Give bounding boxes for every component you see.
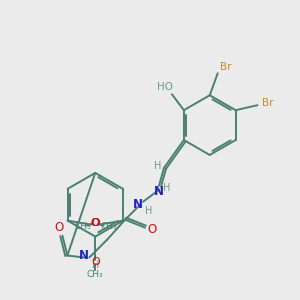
Text: N: N [79,249,89,262]
Text: H: H [145,206,153,216]
Text: O: O [91,218,99,228]
Text: N: N [133,198,143,211]
Text: HO: HO [157,82,173,92]
Text: Br: Br [262,98,273,108]
Text: Br: Br [220,62,231,72]
Text: H: H [92,260,99,271]
Text: O: O [91,218,100,228]
Text: O: O [91,218,99,228]
Text: methoxy: methoxy [78,228,84,229]
Text: CH₃: CH₃ [87,270,104,279]
Text: H: H [163,183,171,193]
Text: CH₃: CH₃ [75,222,91,231]
Text: H: H [154,161,162,171]
Text: O: O [55,221,64,234]
Text: O: O [91,257,100,268]
Text: N: N [154,185,164,198]
Text: O: O [147,223,157,236]
Text: CH₃: CH₃ [100,222,117,231]
